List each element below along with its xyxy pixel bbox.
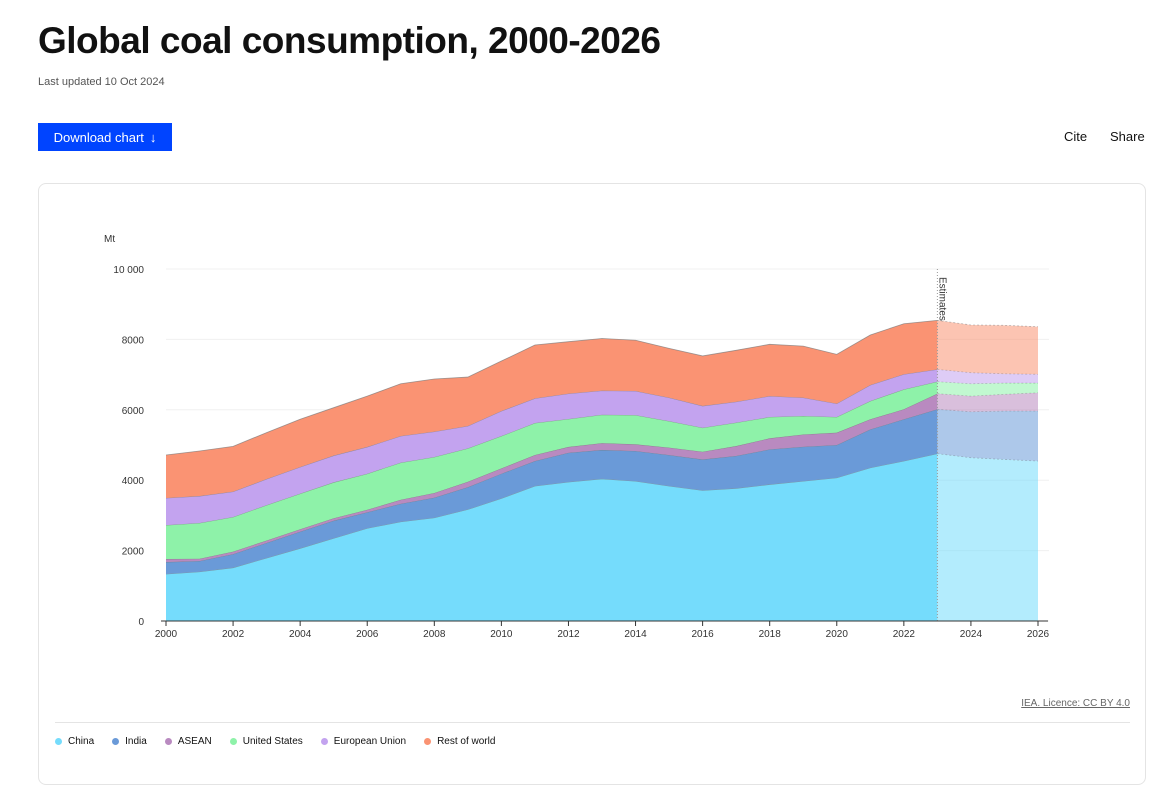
legend-dot-icon <box>55 738 62 745</box>
area-edge <box>937 319 1039 328</box>
x-tick-label: 2000 <box>155 629 178 640</box>
area-european-union-estimate <box>937 369 1038 384</box>
legend-label: China <box>68 736 95 747</box>
legend-item-european-union[interactable]: European Union <box>320 736 407 747</box>
legend-label: Rest of world <box>437 736 496 747</box>
area-rest-of-world-estimate <box>937 320 1038 375</box>
y-axis-unit: Mt <box>104 234 115 245</box>
area-united-states-estimate <box>937 381 1038 397</box>
arrow-down-icon: ↓ <box>149 129 157 145</box>
page-title: Global coal consumption, 2000-2026 <box>38 20 661 61</box>
legend-label: ASEAN <box>177 736 212 747</box>
chart: Mt 0 2000 4000 6000 8000 10 000 Estimates 2000 20… <box>104 234 1050 640</box>
legend-dot-icon <box>112 738 120 745</box>
legend-dot-icon <box>229 738 237 745</box>
x-tick-label: 2022 <box>893 629 916 640</box>
legend-item-asean[interactable]: ASEAN <box>164 736 212 747</box>
divider <box>55 722 1130 723</box>
area-india <box>166 409 938 575</box>
x-tick-label: 2020 <box>826 629 849 640</box>
legend-dot-icon <box>164 738 172 745</box>
legend-label: European Union <box>333 736 407 747</box>
y-tick-label: 10 000 <box>113 265 144 276</box>
legend-item-china[interactable]: China <box>55 736 94 747</box>
y-tick-label: 0 <box>138 617 144 628</box>
legend-item-united-states[interactable]: United States <box>229 736 303 747</box>
estimates-label: Estimates <box>936 277 947 321</box>
legend: China India ASEAN United States European Uni… <box>55 736 495 747</box>
legend-label: India <box>125 736 147 747</box>
x-tick-label: 2008 <box>423 629 446 640</box>
legend-dot-icon <box>320 738 328 745</box>
area-edge <box>937 381 1038 385</box>
licence-link[interactable]: IEA. Licence: CC BY 4.0 <box>1021 698 1130 709</box>
area-edge <box>165 319 938 456</box>
area-european-union <box>166 369 938 526</box>
cite-link[interactable]: Cite <box>1064 129 1088 144</box>
last-updated: Last updated 10 Oct 2024 <box>38 76 165 88</box>
chart-card: Mt 0 2000 4000 6000 8000 10 000 Estimates 2000 20… <box>38 183 1146 785</box>
area-rest-of-world <box>166 320 938 498</box>
x-tick-label: 2014 <box>624 629 647 640</box>
x-tick-label: 2002 <box>222 629 245 640</box>
download-label: Download chart <box>53 129 144 145</box>
legend-item-india[interactable]: India <box>112 736 147 747</box>
y-tick-label: 8000 <box>122 335 145 346</box>
x-tick-label: 2024 <box>960 629 983 640</box>
x-tick-label: 2010 <box>490 629 513 640</box>
x-tick-label: 2004 <box>289 629 312 640</box>
area-india-estimate <box>937 409 1038 462</box>
area-china-estimate <box>937 453 1038 621</box>
y-tick-label: 4000 <box>122 476 145 487</box>
legend-label: United States <box>242 736 303 747</box>
x-tick-label: 2026 <box>1027 629 1050 640</box>
x-tick-label: 2018 <box>759 629 782 640</box>
download-chart-button[interactable]: Download chart ↓ <box>38 123 172 151</box>
legend-item-rest-of-world[interactable]: Rest of world <box>424 736 495 747</box>
area-edge <box>165 408 938 563</box>
legend-dot-icon <box>424 738 432 745</box>
area-asean-estimate <box>937 392 1038 412</box>
area-edge <box>165 393 938 560</box>
area-china <box>166 453 938 621</box>
area-united-states <box>166 381 938 560</box>
y-tick-label: 6000 <box>122 406 145 417</box>
y-tick-label: 2000 <box>122 547 145 558</box>
x-tick-label: 2006 <box>356 629 379 640</box>
share-link[interactable]: Share <box>1110 129 1145 144</box>
x-tick-label: 2016 <box>691 629 714 640</box>
area-edge <box>165 453 938 575</box>
x-tick-label: 2012 <box>557 629 580 640</box>
